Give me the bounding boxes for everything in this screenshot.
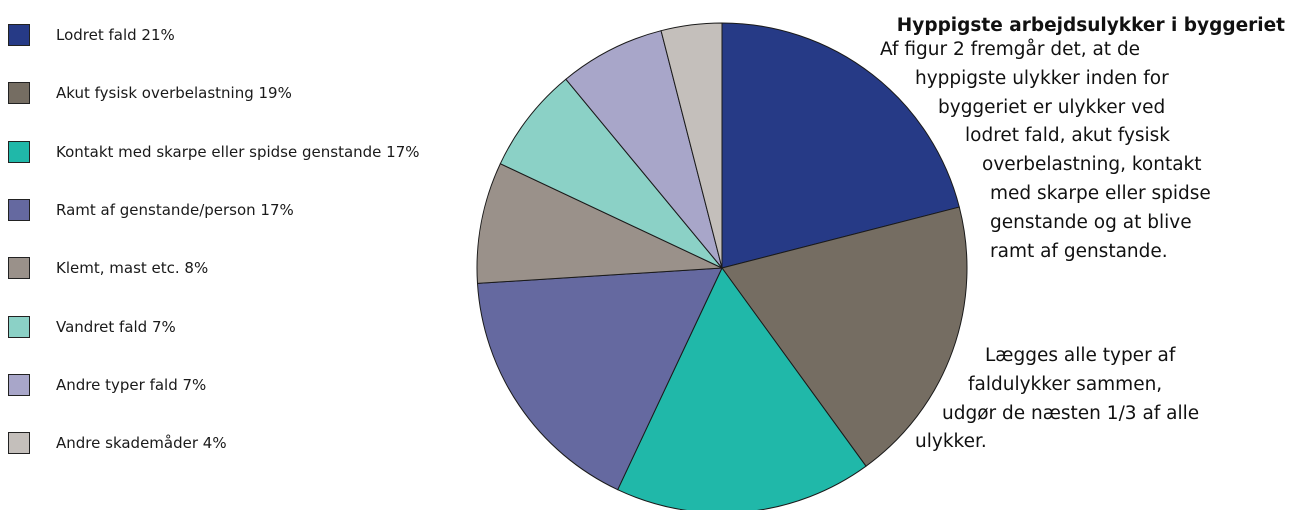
legend-label: Akut fysisk overbelastning 19% <box>56 84 292 103</box>
paragraph-line: Lægges alle typer af <box>985 345 1176 366</box>
paragraph-line: ulykker. <box>915 431 987 453</box>
paragraph-line: faldulykker sammen, <box>968 373 1163 395</box>
legend-item: Andre skademåder 4% <box>8 431 227 455</box>
paragraph-line: lodret fald, akut fysisk <box>965 125 1171 147</box>
paragraph-line: byggeriet er ulykker ved <box>938 96 1166 118</box>
pie-slice <box>660 22 723 269</box>
legend-item: Kontakt med skarpe eller spidse genstand… <box>8 140 420 164</box>
legend-swatch <box>8 82 30 105</box>
paragraph-line: overbelastning, kontakt <box>982 154 1202 176</box>
legend-label: Andre skademåder 4% <box>56 434 227 453</box>
legend-swatch <box>8 140 30 163</box>
legend-swatch <box>8 315 30 338</box>
legend-swatch <box>8 373 30 396</box>
legend-item: Andre typer fald 7% <box>8 373 206 397</box>
paragraph-line: ramt af genstande. <box>990 240 1168 262</box>
paragraph-line: Af figur 2 fremgår det, at de <box>880 39 1141 60</box>
pie-slice <box>721 206 968 467</box>
pie-slice <box>565 30 723 269</box>
legend-label: Klemt, mast etc. 8% <box>56 259 209 278</box>
section-title: Hyppigste arbejdsulykker i byggeriet <box>896 15 1285 36</box>
legend-label: Ramt af genstande/person 17% <box>56 200 294 219</box>
paragraph-line: udgør de næsten 1/3 af alle <box>942 402 1200 424</box>
pie-slice <box>476 267 723 491</box>
legend-label: Andre typer fald 7% <box>56 375 207 394</box>
legend-swatch <box>8 432 30 455</box>
legend-label: Lodret fald 21% <box>56 26 175 44</box>
legend-swatch <box>8 24 30 46</box>
legend-item: Vandret fald 7% <box>8 315 176 339</box>
legend-label: Vandret fald 7% <box>56 317 176 336</box>
legend-label: Kontakt med skarpe eller spidse genstand… <box>56 142 420 161</box>
pie-slice <box>476 163 723 284</box>
legend-item: Akut fysisk overbelastning 19% <box>8 81 292 105</box>
paragraph-line: med skarpe eller spidse <box>990 183 1211 204</box>
pie-slice <box>617 267 867 510</box>
legend-swatch <box>8 257 30 280</box>
legend-item: Lodret fald 21% <box>8 23 175 47</box>
legend-item: Ramt af genstande/person 17% <box>8 198 294 222</box>
pie-slice <box>499 78 723 269</box>
paragraph-line: genstande og at blive <box>990 211 1192 233</box>
pie-slice <box>721 22 960 269</box>
paragraph-line: hyppigste ulykker inden for <box>915 67 1169 89</box>
legend-swatch <box>8 198 30 221</box>
legend-item: Klemt, mast etc. 8% <box>8 256 208 280</box>
